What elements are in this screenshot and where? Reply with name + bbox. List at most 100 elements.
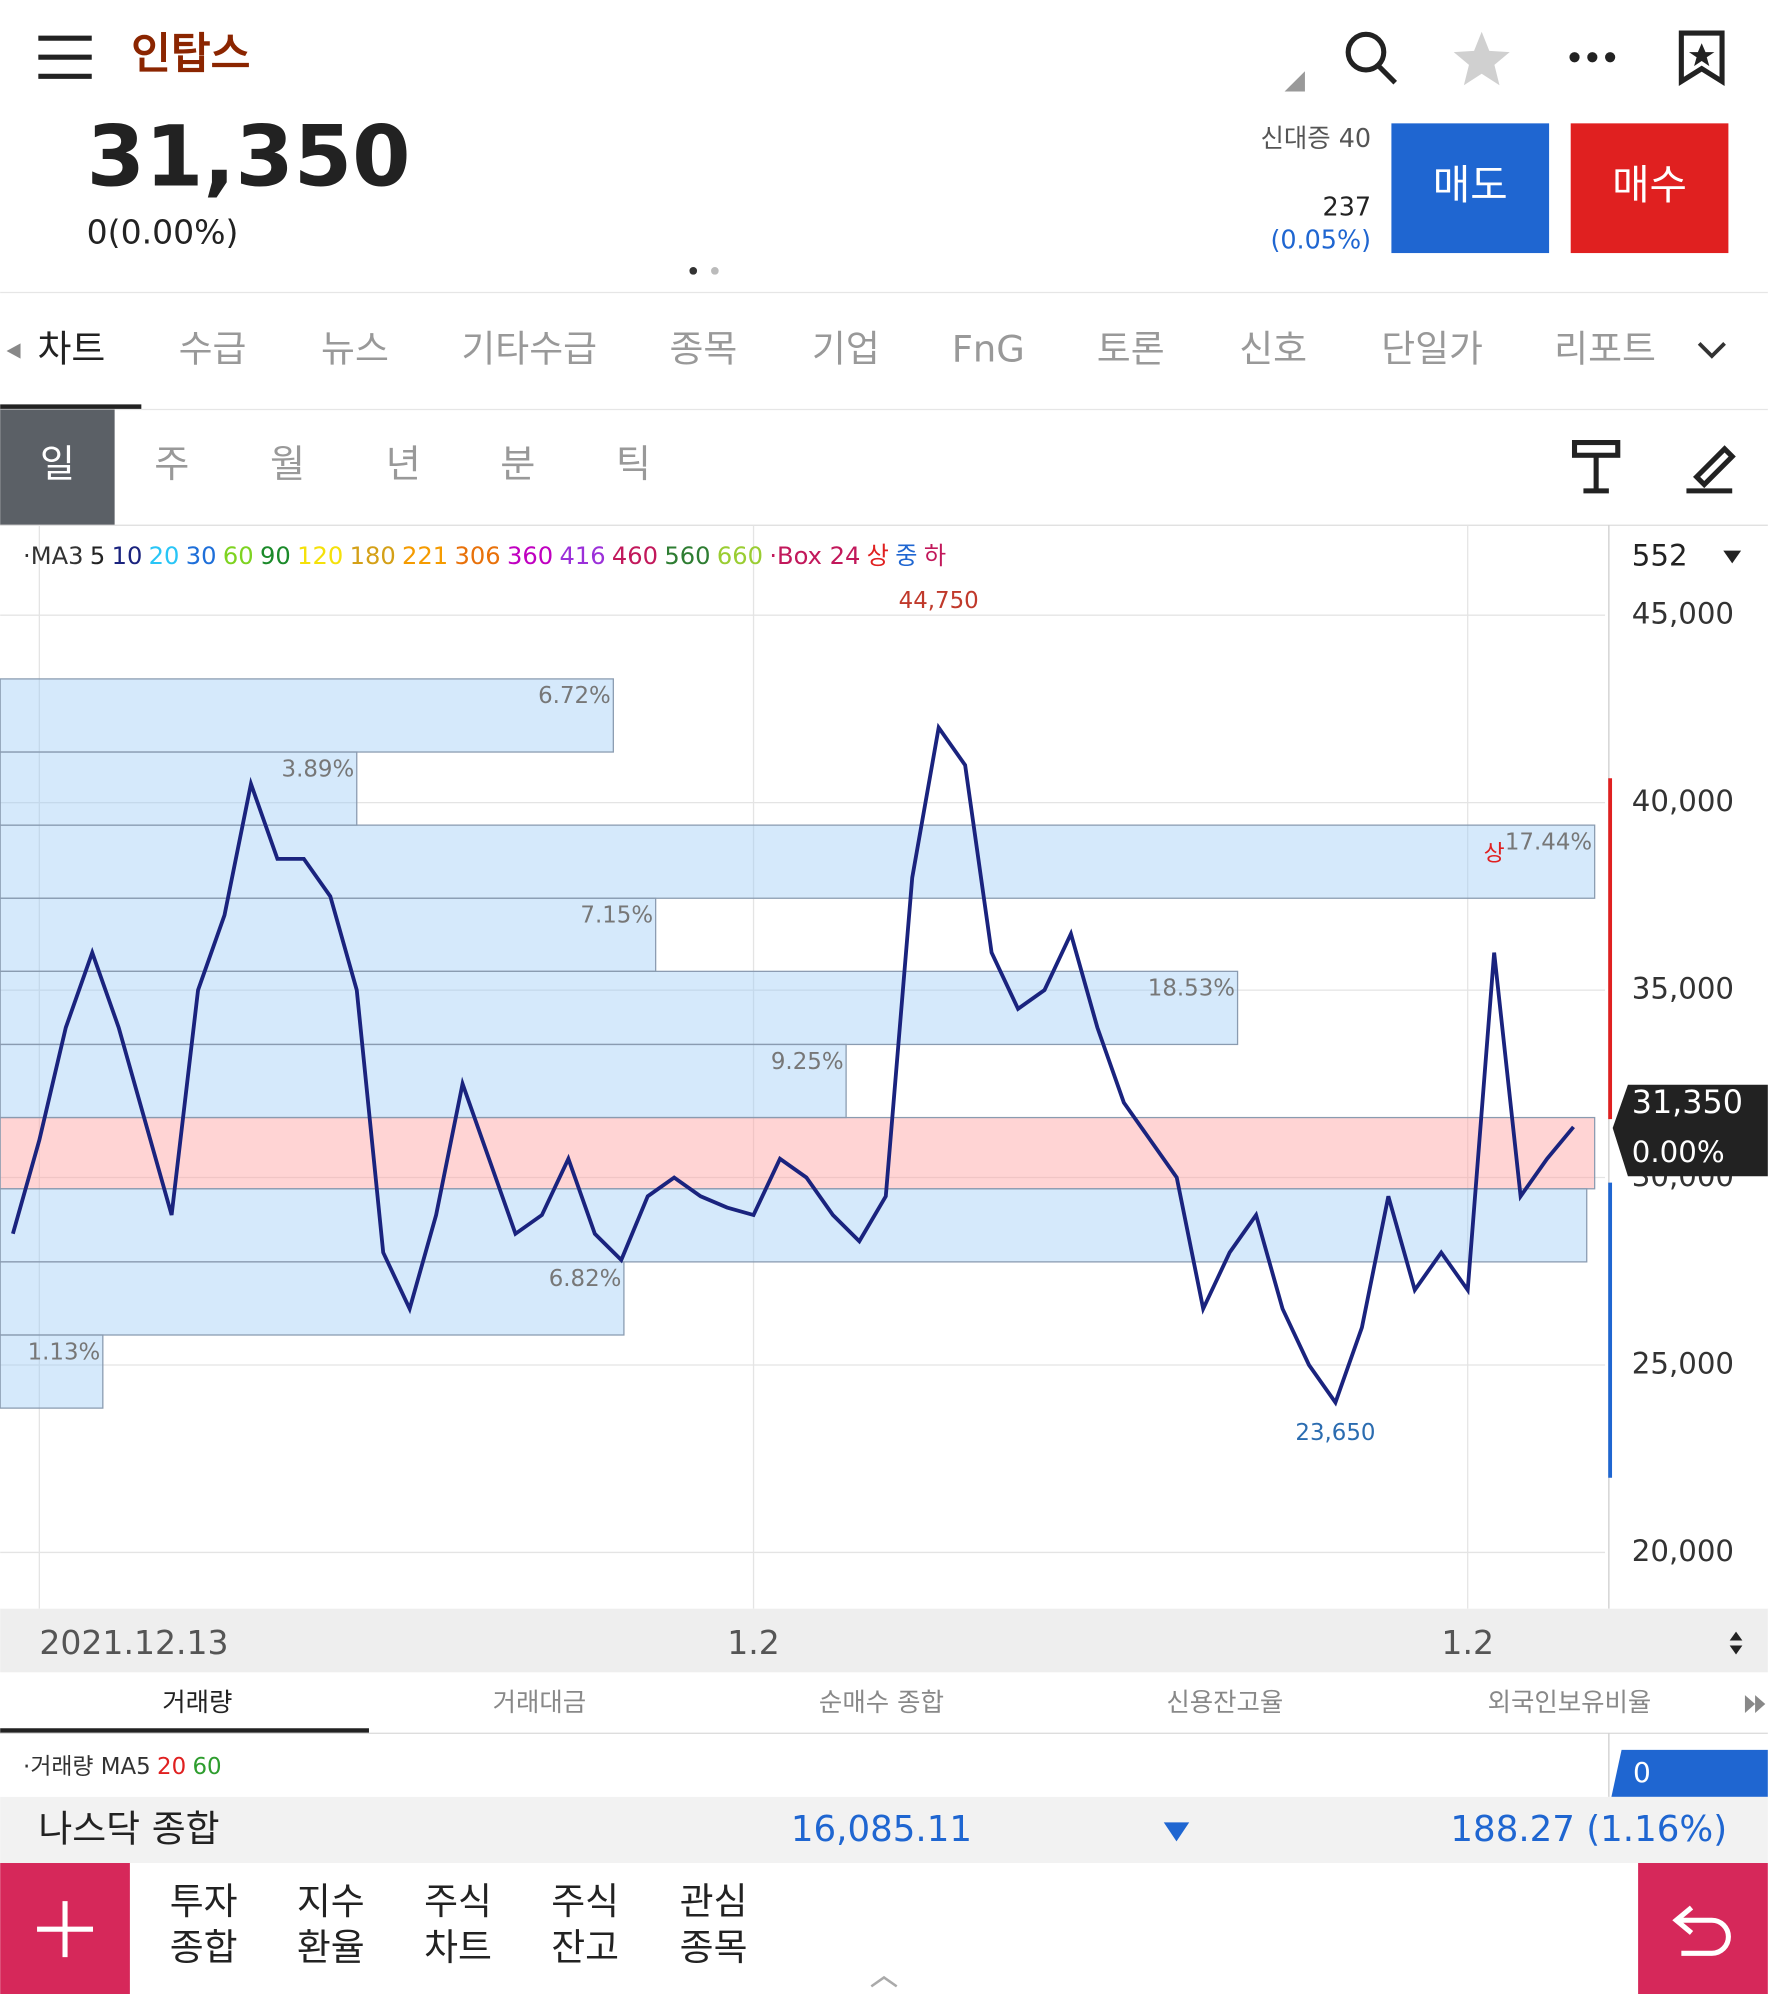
y-tick-label: 25,000: [1632, 1346, 1734, 1380]
ma-legend: 60: [223, 542, 254, 570]
tab[interactable]: 뉴스: [321, 327, 389, 370]
nav-item[interactable]: 종합: [170, 1926, 238, 1969]
x-axis-bar: [0, 1608, 1768, 1673]
bar-count[interactable]: 552: [1632, 538, 1688, 572]
tab[interactable]: 기업: [812, 327, 880, 370]
tab[interactable]: 리포트: [1554, 327, 1656, 370]
tab[interactable]: 단일가: [1381, 327, 1483, 370]
y-tick-label: 20,000: [1632, 1534, 1734, 1568]
volume-legend: 60: [193, 1754, 222, 1780]
ma-legend: 560: [664, 542, 710, 570]
tab[interactable]: 수급: [179, 327, 247, 370]
y-tick-label: 40,000: [1632, 784, 1734, 818]
nav-item[interactable]: 차트: [424, 1926, 492, 1969]
ma-legend: 하: [924, 542, 946, 570]
credit-info: 신대증 40: [1260, 123, 1371, 153]
tab[interactable]: 신호: [1239, 327, 1307, 370]
draw-icon[interactable]: [1686, 445, 1736, 494]
volume-tab[interactable]: 순매수 종합: [819, 1687, 944, 1717]
volume-legend: 20: [157, 1754, 186, 1780]
volume: 237: [1323, 192, 1372, 222]
price-box: [0, 678, 614, 753]
ma-legend: 460: [612, 542, 658, 570]
nav-item[interactable]: 환율: [297, 1926, 365, 1969]
search-icon[interactable]: [1345, 31, 1398, 85]
nav-item[interactable]: 투자: [170, 1880, 238, 1923]
more-icon[interactable]: [1569, 52, 1616, 63]
x-tick-label: 1.2: [727, 1623, 780, 1662]
sell-button[interactable]: [1391, 123, 1550, 254]
price-box: [0, 751, 358, 826]
annotation: 44,750: [899, 588, 979, 614]
price: 31,350: [87, 108, 411, 206]
ticker-value: 16,085.11: [791, 1809, 972, 1850]
add-icon[interactable]: [37, 1901, 94, 1958]
buy-label[interactable]: 매수: [1612, 161, 1687, 209]
x-axis-toggle[interactable]: [1729, 1631, 1743, 1655]
ma-legend: ·Box 24: [769, 542, 860, 570]
volume-tab[interactable]: 신용잔고율: [1166, 1687, 1283, 1717]
nav-item[interactable]: 관심: [680, 1880, 748, 1923]
period[interactable]: 분: [500, 442, 535, 486]
ma-legend: 221: [402, 542, 448, 570]
tab[interactable]: 기타수급: [461, 327, 597, 370]
box-label: 6.82%: [549, 1266, 622, 1292]
volume-tab[interactable]: 거래대금: [493, 1687, 587, 1717]
x-tick-label: 2021.12.13: [39, 1623, 228, 1662]
price-box: [0, 1188, 1588, 1263]
count-dropdown[interactable]: [1723, 550, 1742, 564]
price-box: [0, 897, 657, 972]
nav-item[interactable]: 잔고: [551, 1926, 619, 1969]
back-button[interactable]: [1638, 1863, 1768, 1994]
back-icon[interactable]: [1672, 1905, 1731, 1956]
tab[interactable]: 종목: [670, 327, 738, 370]
box-label: 7.15%: [580, 903, 653, 929]
last-price: 31,350: [1632, 1084, 1743, 1121]
bookmark-icon[interactable]: [1678, 30, 1725, 86]
price-box: [0, 1116, 1596, 1190]
nav-item[interactable]: 주식: [424, 1880, 492, 1923]
ma-legend: 360: [507, 542, 553, 570]
volume-tab[interactable]: 거래량: [162, 1687, 232, 1717]
period[interactable]: 월: [270, 442, 305, 486]
box-label: 6.72%: [538, 683, 611, 709]
volume-tab[interactable]: 외국인보유비율: [1488, 1687, 1652, 1717]
box-label: 9.25%: [771, 1049, 844, 1075]
nav-item[interactable]: 주식: [551, 1880, 619, 1923]
nav-item[interactable]: 지수: [297, 1880, 365, 1923]
tabs-expand[interactable]: [1697, 342, 1726, 359]
ticker-bar: [0, 1796, 1768, 1864]
sell-label[interactable]: 매도: [1433, 161, 1508, 209]
volume-legend: ·거래량 MA5: [23, 1754, 151, 1780]
ma-legend: 120: [297, 542, 343, 570]
annotation: 23,650: [1295, 1420, 1375, 1446]
period[interactable]: 년: [386, 442, 421, 486]
ticker-change: 188.27 (1.16%): [1450, 1809, 1727, 1850]
box-label: 3.89%: [282, 756, 355, 782]
favorite-icon[interactable]: [1453, 31, 1510, 86]
menu-button[interactable]: [38, 35, 92, 79]
buy-button[interactable]: [1570, 123, 1729, 254]
page-dot: [711, 267, 719, 275]
scroll-right: [1744, 1695, 1756, 1713]
period[interactable]: 틱: [616, 442, 651, 486]
tab[interactable]: 차트: [37, 327, 105, 370]
price-box: [0, 1334, 104, 1409]
ma-legend: 306: [455, 542, 501, 570]
price-box: [0, 1261, 625, 1336]
ma-legend: 90: [260, 542, 291, 570]
price-chart: 20,00025,00030,00035,00040,00045,0006.72…: [0, 525, 1768, 1609]
price-line: [11, 722, 1575, 1407]
tab[interactable]: FnG: [952, 327, 1025, 370]
indicator-icon[interactable]: [1571, 440, 1621, 494]
x-tick-label: 1.2: [1441, 1623, 1494, 1662]
period[interactable]: 일: [40, 442, 75, 486]
last-price-tag: [1612, 1084, 1768, 1177]
ma-legend: 20: [149, 542, 180, 570]
period[interactable]: 주: [154, 442, 189, 486]
tab[interactable]: 토론: [1097, 327, 1165, 370]
price-box: [0, 970, 1239, 1046]
ticker-arrow: [1163, 1822, 1190, 1842]
nav-item[interactable]: 종목: [680, 1926, 748, 1969]
